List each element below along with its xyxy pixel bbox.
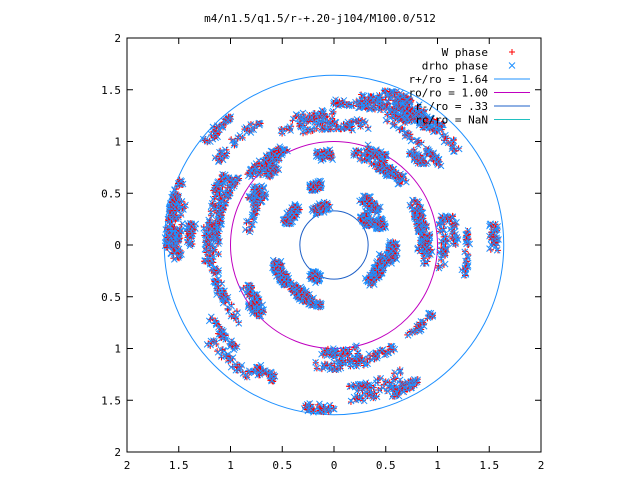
drho-phase-point [375,217,383,224]
drho-phase-point [390,245,397,253]
drho-phase-point [291,203,299,211]
drho-phase-point [374,223,382,231]
drho-phase-point [313,185,321,193]
drho-phase-point [365,350,373,358]
drho-phase-point [321,202,329,210]
drho-phase-point [375,250,383,258]
drho-phase-point [310,204,317,212]
drho-phase-point [390,240,398,248]
plot-area [161,74,505,416]
circle-series-4 [299,210,369,280]
drho-phase-point [283,220,290,228]
drho-phase-point [290,211,298,219]
w-phase-point [291,211,298,218]
chart-title: m4/n1.5/q1.5/r-+.20-j104/M100.0/512 [204,12,436,25]
drho-phase-point [316,208,324,216]
drho-phase-point [391,369,399,376]
drho-phase-point [381,222,389,230]
w-phase-point [283,220,290,227]
drho-phase-point [441,260,449,268]
drho-phase-point [284,213,292,221]
drho-phase-point [374,225,382,233]
drho-phase-point [287,127,294,134]
